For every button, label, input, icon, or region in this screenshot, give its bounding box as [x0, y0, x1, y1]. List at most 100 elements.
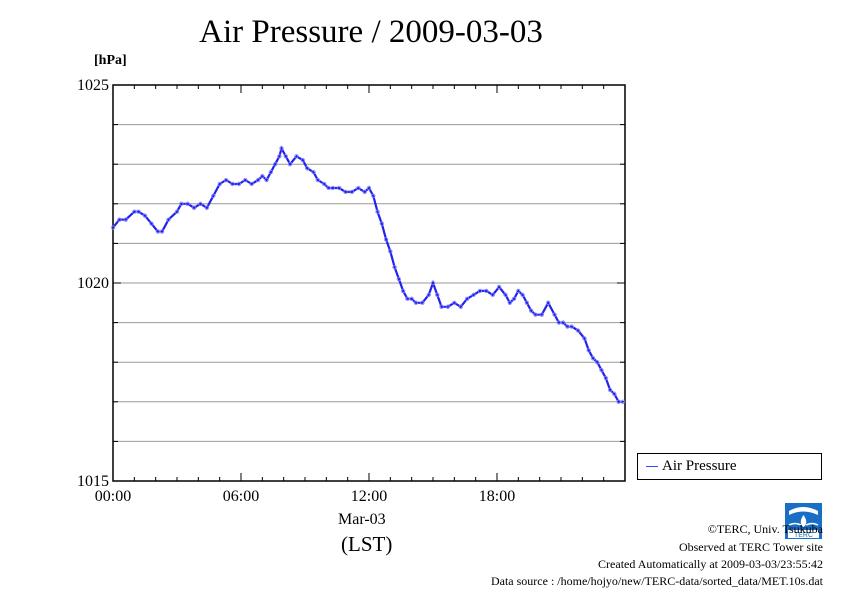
chart-title: Air Pressure / 2009-03-03	[199, 14, 543, 50]
y-unit-label: [hPa]	[94, 53, 127, 68]
data-point	[396, 276, 402, 282]
data-point	[603, 375, 608, 381]
y-tick-label: 1020	[77, 275, 109, 292]
data-point	[524, 300, 530, 305]
x-date-label: Mar-03	[338, 511, 386, 528]
data-point	[179, 201, 184, 206]
data-point	[230, 181, 235, 187]
data-point	[211, 193, 216, 199]
data-point	[435, 292, 440, 298]
data-point	[528, 308, 534, 313]
data-point	[268, 169, 274, 175]
data-point	[405, 296, 410, 302]
data-point	[556, 320, 562, 325]
data-point	[484, 288, 489, 294]
footer-source: Data source : /home/hojyo/new/TERC-data/…	[490, 574, 823, 588]
data-point	[349, 189, 355, 195]
data-point	[582, 336, 587, 341]
data-point	[595, 360, 600, 365]
data-point	[533, 312, 538, 317]
data-point	[243, 177, 248, 183]
data-point	[599, 367, 604, 373]
series-line	[112, 145, 623, 403]
data-point	[400, 288, 406, 294]
data-point	[343, 189, 348, 195]
data-point	[586, 348, 591, 353]
data-point	[204, 205, 210, 210]
data-point	[166, 217, 171, 222]
data-point	[277, 154, 282, 159]
data-point	[511, 296, 517, 302]
data-point	[409, 296, 414, 302]
data-point	[516, 288, 521, 294]
data-point	[496, 284, 502, 290]
data-point	[439, 304, 444, 309]
data-point	[362, 189, 367, 195]
data-point	[490, 292, 495, 298]
data-point	[383, 237, 389, 242]
data-point	[223, 177, 229, 183]
data-point	[458, 304, 463, 309]
data-point	[110, 225, 116, 230]
data-point	[311, 169, 316, 175]
data-point	[552, 312, 557, 317]
data-point	[287, 161, 293, 167]
data-point	[326, 185, 331, 191]
data-point	[471, 292, 476, 298]
y-tick-label: 1015	[77, 473, 109, 490]
data-point	[477, 288, 483, 294]
legend-label: Air Pressure	[662, 458, 737, 474]
data-point	[430, 280, 436, 286]
data-point	[322, 181, 327, 187]
data-point	[520, 292, 525, 298]
data-point	[159, 229, 165, 234]
x-tick-label: 18:00	[479, 488, 515, 505]
x-tick-label: 06:00	[223, 488, 259, 505]
logo-text: TERC	[794, 532, 813, 539]
data-point	[560, 320, 566, 325]
data-point	[315, 177, 320, 183]
data-point	[117, 217, 122, 222]
data-point	[132, 209, 137, 214]
data-point	[565, 324, 570, 329]
terc-logo-icon: TERC	[785, 503, 822, 539]
data-point	[366, 185, 372, 191]
data-point	[174, 209, 180, 214]
footer-copyright: ©TERC, Univ. Tsukuba	[707, 522, 823, 536]
data-point	[260, 173, 265, 179]
x-axis-label: (LST)	[341, 532, 393, 556]
data-point	[620, 399, 626, 404]
data-point	[236, 181, 242, 187]
data-point	[590, 356, 596, 361]
data-point	[330, 185, 335, 191]
footer-created: Created Automatically at 2009-03-03/23:5…	[598, 557, 823, 571]
data-point	[264, 177, 269, 183]
footer-observed: Observed at TERC Tower site	[678, 540, 823, 554]
data-point	[300, 158, 306, 163]
data-point	[616, 399, 621, 404]
data-point	[379, 221, 384, 226]
data-point	[185, 201, 190, 206]
data-point	[569, 324, 574, 329]
data-point	[191, 205, 197, 210]
data-point	[123, 217, 128, 222]
data-point	[392, 264, 397, 270]
data-point	[249, 181, 254, 187]
data-point	[198, 201, 203, 206]
data-point	[503, 292, 508, 298]
data-point	[336, 185, 342, 191]
data-point	[388, 249, 393, 254]
data-point	[546, 300, 551, 305]
data-point	[375, 209, 380, 214]
data-point	[304, 165, 310, 171]
data-point	[445, 304, 451, 309]
data-point	[136, 209, 141, 214]
legend: Air Pressure	[637, 453, 822, 480]
data-point	[279, 146, 284, 151]
data-point	[539, 312, 544, 317]
x-tick-label: 00:00	[95, 488, 131, 505]
data-point	[217, 181, 222, 187]
x-tick-label: 12:00	[351, 488, 387, 505]
data-point	[255, 177, 261, 183]
